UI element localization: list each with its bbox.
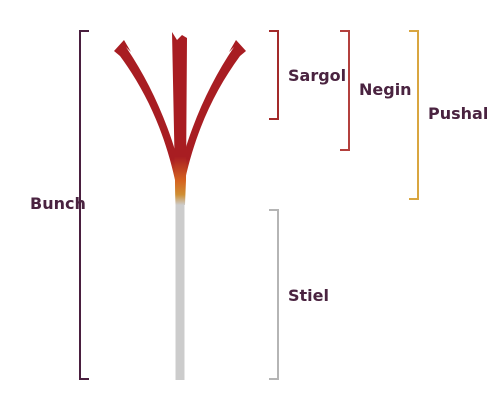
stigma-left [114, 40, 183, 205]
style-stem [175, 200, 185, 380]
stiel-bracket [269, 209, 279, 380]
pushal-bracket [409, 30, 419, 200]
stiel-label: Stiel [288, 286, 329, 305]
negin-bracket [340, 30, 350, 151]
sargol-bracket [269, 30, 279, 120]
pushal-label: Pushal [428, 104, 489, 123]
bunch-bracket [79, 30, 89, 380]
stigma-right [177, 40, 246, 205]
sargol-label: Sargol [288, 66, 347, 85]
stigma-center [172, 32, 187, 205]
negin-label: Negin [359, 80, 412, 99]
bunch-label: Bunch [30, 194, 86, 213]
